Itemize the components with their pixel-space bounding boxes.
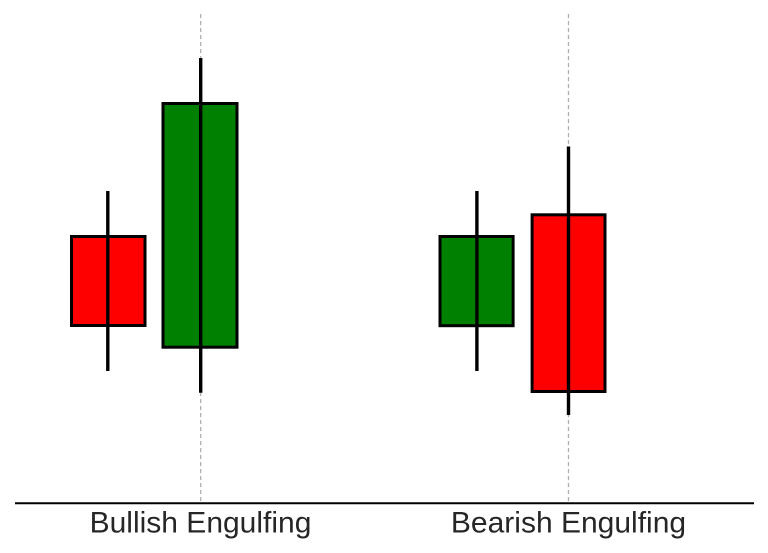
svg-text:Bullish Engulfing: Bullish Engulfing bbox=[90, 507, 312, 540]
svg-text:Bearish Engulfing: Bearish Engulfing bbox=[451, 507, 686, 540]
